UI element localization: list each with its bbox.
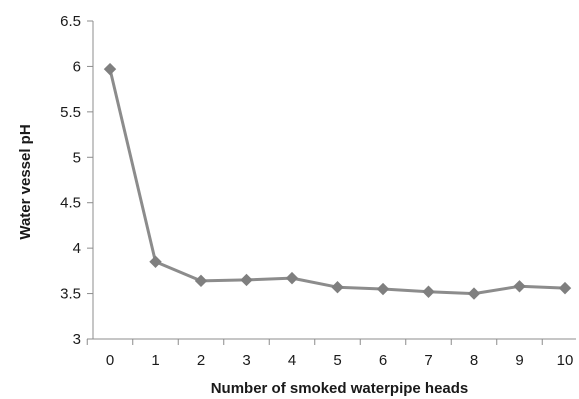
series-line bbox=[108, 68, 566, 296]
data-point-marker bbox=[285, 271, 299, 285]
y-axis-tick-labels: 3 3.5 4 4.5 5 5.5 6 6.5 bbox=[60, 13, 81, 348]
data-point-marker bbox=[194, 274, 208, 288]
data-point-marker bbox=[558, 281, 572, 295]
data-point-marker bbox=[149, 255, 162, 268]
x-tick-label: 8 bbox=[470, 352, 478, 369]
x-tick-label: 2 bbox=[197, 352, 205, 369]
x-tick-label: 0 bbox=[106, 352, 114, 369]
x-tick-label: 9 bbox=[515, 352, 523, 369]
x-tick-label: 1 bbox=[151, 352, 159, 369]
x-tick-label: 3 bbox=[242, 352, 250, 369]
data-point-marker bbox=[331, 281, 344, 294]
y-tick-label: 6 bbox=[73, 58, 81, 75]
data-point-marker bbox=[467, 287, 481, 300]
x-axis-tick-labels: 0 1 2 3 4 5 6 7 8 9 10 bbox=[106, 352, 574, 369]
data-series bbox=[103, 62, 572, 300]
data-point-marker bbox=[422, 285, 435, 298]
x-tick-label: 7 bbox=[424, 352, 432, 369]
axes bbox=[86, 20, 576, 345]
x-tick-label: 6 bbox=[379, 352, 387, 369]
y-tick-label: 4.5 bbox=[60, 195, 81, 212]
x-tick-label: 4 bbox=[288, 352, 296, 369]
y-tick-label: 4 bbox=[73, 240, 81, 257]
data-point-marker bbox=[376, 282, 390, 296]
y-tick-label: 5.5 bbox=[60, 104, 81, 121]
y-tick-label: 3 bbox=[73, 331, 81, 348]
data-point-marker bbox=[513, 280, 526, 293]
y-tick-label: 5 bbox=[73, 149, 81, 166]
data-point-marker bbox=[240, 273, 253, 287]
y-tick-label: 6.5 bbox=[60, 13, 81, 30]
x-tick-label: 5 bbox=[333, 352, 341, 369]
data-point-marker bbox=[103, 62, 117, 76]
x-axis-title: Number of smoked waterpipe heads bbox=[211, 380, 469, 397]
y-axis-title: Water vessel pH bbox=[17, 124, 34, 239]
x-tick-label: 10 bbox=[557, 352, 574, 369]
y-tick-label: 3.5 bbox=[60, 286, 81, 303]
